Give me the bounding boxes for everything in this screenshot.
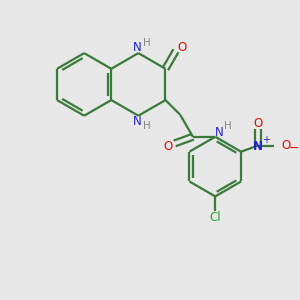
Text: H: H (224, 121, 232, 131)
Text: N: N (214, 126, 223, 139)
Text: H: H (143, 121, 151, 131)
Text: N: N (253, 140, 263, 153)
Text: N: N (133, 41, 141, 54)
Text: +: + (262, 135, 270, 145)
Text: O: O (281, 139, 290, 152)
Text: H: H (143, 38, 151, 48)
Text: O: O (253, 117, 262, 130)
Text: N: N (133, 115, 141, 128)
Text: O: O (164, 140, 173, 153)
Text: −: − (288, 142, 299, 155)
Text: Cl: Cl (209, 211, 221, 224)
Text: O: O (178, 40, 187, 54)
